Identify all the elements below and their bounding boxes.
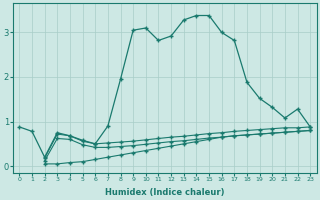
X-axis label: Humidex (Indice chaleur): Humidex (Indice chaleur) (105, 188, 225, 197)
